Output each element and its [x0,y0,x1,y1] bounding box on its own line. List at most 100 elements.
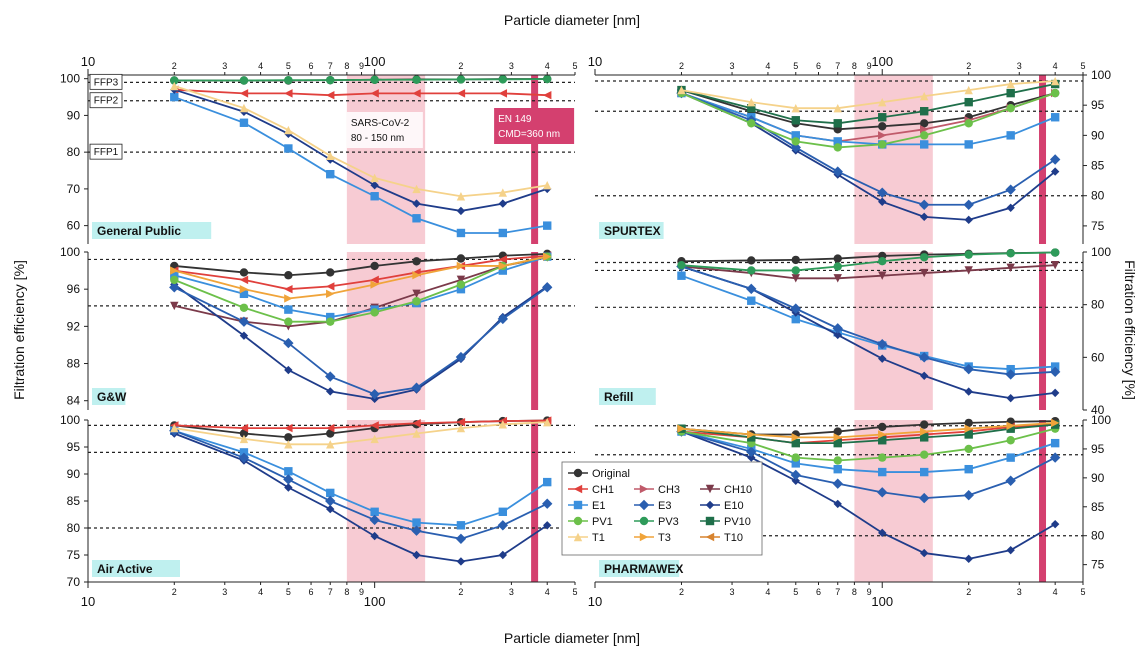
sars-cov-2-band [346,420,426,582]
ffp-label: FFP3 [94,77,119,88]
data-point-pv1 [833,456,842,465]
y-tick-label: 84 [67,394,81,408]
data-point-ch10 [791,274,800,283]
legend-marker-pv10 [705,516,715,526]
y-tick-label: 85 [1091,500,1105,514]
data-point-e3 [1005,184,1016,195]
x-minor-tick-label: 8 [344,587,349,597]
data-point-pv10 [964,97,973,107]
data-point-e1 [370,192,379,201]
data-point-ch1 [326,91,335,100]
data-point-ch1 [498,255,508,264]
data-point-e1 [878,467,887,477]
data-point-e1 [791,131,800,140]
data-point-t1 [833,103,842,113]
legend-marker-original [573,468,583,478]
data-point-t1 [239,434,249,444]
panel-spurtex: 75 80 85 90 95 100 SPURTEX [595,68,1111,244]
en149-cmd-line [531,252,539,410]
data-point-e3 [455,351,467,363]
data-point-e3 [1005,475,1016,486]
data-point-t3 [920,427,929,436]
y-tick-label: 88 [67,357,81,371]
data-point-pv1 [412,297,421,306]
data-point-pv10 [964,430,973,439]
x-decade-tick-label: 10 [81,594,95,609]
legend-marker-ch1 [573,484,583,494]
data-point-t1 [412,184,421,194]
data-point-pv1 [791,137,800,146]
data-point-original [370,261,379,271]
data-point-e1 [543,221,552,230]
data-point-pv10 [878,113,887,122]
legend-label-e1: E1 [592,500,605,512]
x-minor-tick-label: 4 [765,587,770,597]
data-point-pv3 [747,266,756,275]
x-minor-tick-label: 7 [835,587,840,597]
data-point-pv3 [833,262,842,271]
panel-label: PHARMAWEX [604,562,683,576]
en149-cmd-line [531,420,539,582]
legend-label-ch10: CH10 [724,484,752,496]
data-point-t1 [170,81,179,91]
legend-marker-ch10 [705,484,715,494]
data-point-pv10 [747,103,756,113]
y-tick-label: 90 [67,467,81,481]
data-point-ch1 [370,421,379,430]
data-point-e10 [326,504,335,514]
data-point-e10 [1050,519,1060,529]
x-minor-tick-label: 8 [852,61,857,71]
data-point-t1 [920,91,929,101]
data-point-e3 [832,166,843,177]
panel-g-w: 84 88 92 96 100 G&W [60,245,575,410]
data-point-pv1 [1050,88,1060,98]
legend-marker-pv1 [573,516,583,526]
data-point-ch1 [284,284,293,294]
x-minor-tick-label: 2 [966,587,971,597]
data-point-pv3 [1050,248,1060,257]
data-point-e3 [877,187,888,198]
x-minor-tick-label: 5 [572,61,577,71]
en149-cmd-line [1039,252,1047,410]
x-decade-tick-label: 100 [871,54,893,69]
x-decade-tick-label: 100 [871,594,893,609]
data-point-pv1 [964,444,973,454]
y-tick-label: 90 [67,108,81,122]
data-point-ch1 [498,89,508,98]
x-minor-tick-label: 2 [458,61,463,71]
data-point-t3 [370,280,379,289]
y-tick-label: 75 [67,548,81,562]
data-point-t3 [239,284,249,294]
data-point-e1 [456,521,466,530]
y-tick-label: 75 [1091,558,1105,572]
data-point-e1 [326,488,335,498]
legend-marker-t10 [705,532,715,542]
data-point-e10 [747,453,756,462]
x-minor-tick-label: 5 [1080,61,1085,71]
data-point-e10 [878,197,887,206]
data-point-pv10 [878,436,887,445]
x-minor-tick-label: 4 [258,587,263,597]
panel-pharmawex: 75 80 85 90 95 100 PHARMAWEX [595,413,1111,583]
data-point-pv1 [920,131,929,140]
data-point-pv1 [878,140,887,149]
data-point-e3 [1005,369,1016,380]
y-tick-label: 60 [1091,350,1105,364]
panel-label-box [92,222,212,239]
x-minor-tick-label: 4 [765,61,770,71]
data-point-pv10 [920,107,929,116]
data-point-e3 [325,495,336,507]
x-minor-tick-label: 9 [359,587,364,597]
y-tick-label: 80 [1091,189,1105,203]
data-point-e3 [542,498,553,509]
y-tick-label: 100 [60,72,80,86]
data-point-e1 [412,518,421,527]
top-x-axis-label: Particle diameter [nm] [504,12,640,28]
legend-label-pv10: PV10 [724,516,751,528]
data-point-ch10 [920,268,929,278]
legend-label-pv1: PV1 [592,516,613,528]
legend-label-original: Original [592,468,630,480]
data-point-e1 [833,464,842,474]
y-tick-label: 40 [1091,403,1105,417]
en149-label-box [494,108,575,144]
